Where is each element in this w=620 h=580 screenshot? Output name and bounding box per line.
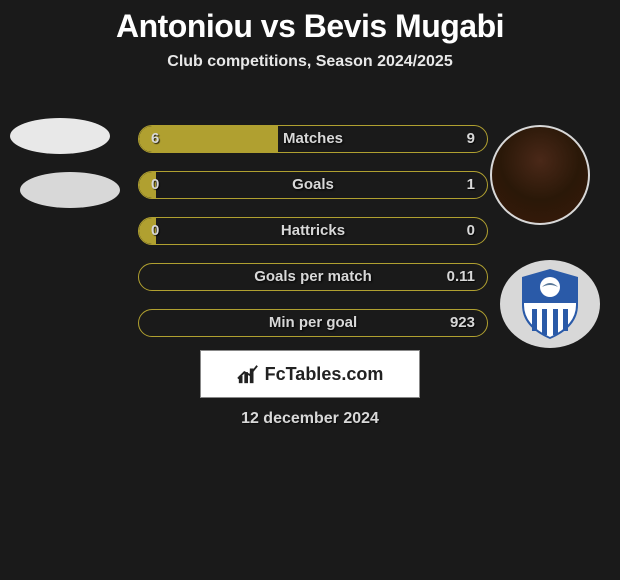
stat-row: 0Hattricks0 xyxy=(138,217,488,245)
stat-row: 0Goals1 xyxy=(138,171,488,199)
stat-value-right: 0.11 xyxy=(447,264,475,290)
stat-label: Matches xyxy=(139,126,487,152)
footer-date: 12 december 2024 xyxy=(0,410,620,428)
player-left-avatar-placeholder xyxy=(10,118,110,154)
stats-bars: 6Matches90Goals10Hattricks0Goals per mat… xyxy=(138,125,488,355)
stat-row: Goals per match0.11 xyxy=(138,263,488,291)
bar-chart-icon xyxy=(237,363,259,385)
comparison-subtitle: Club competitions, Season 2024/2025 xyxy=(0,53,620,71)
stat-label: Min per goal xyxy=(139,310,487,336)
player-right-club-badge xyxy=(500,260,600,348)
stat-value-right: 9 xyxy=(467,126,475,152)
brand-text: FcTables.com xyxy=(265,364,384,385)
player-right-avatar xyxy=(490,125,590,225)
stat-row: 6Matches9 xyxy=(138,125,488,153)
comparison-title: Antoniou vs Bevis Mugabi xyxy=(0,0,620,45)
stat-label: Goals xyxy=(139,172,487,198)
stat-row: Min per goal923 xyxy=(138,309,488,337)
stat-value-right: 1 xyxy=(467,172,475,198)
shield-icon xyxy=(518,267,582,341)
stat-label: Goals per match xyxy=(139,264,487,290)
player-left-club-placeholder xyxy=(20,172,120,208)
stat-value-right: 923 xyxy=(450,310,475,336)
brand-logo: FcTables.com xyxy=(200,350,420,398)
stat-value-right: 0 xyxy=(467,218,475,244)
stat-label: Hattricks xyxy=(139,218,487,244)
